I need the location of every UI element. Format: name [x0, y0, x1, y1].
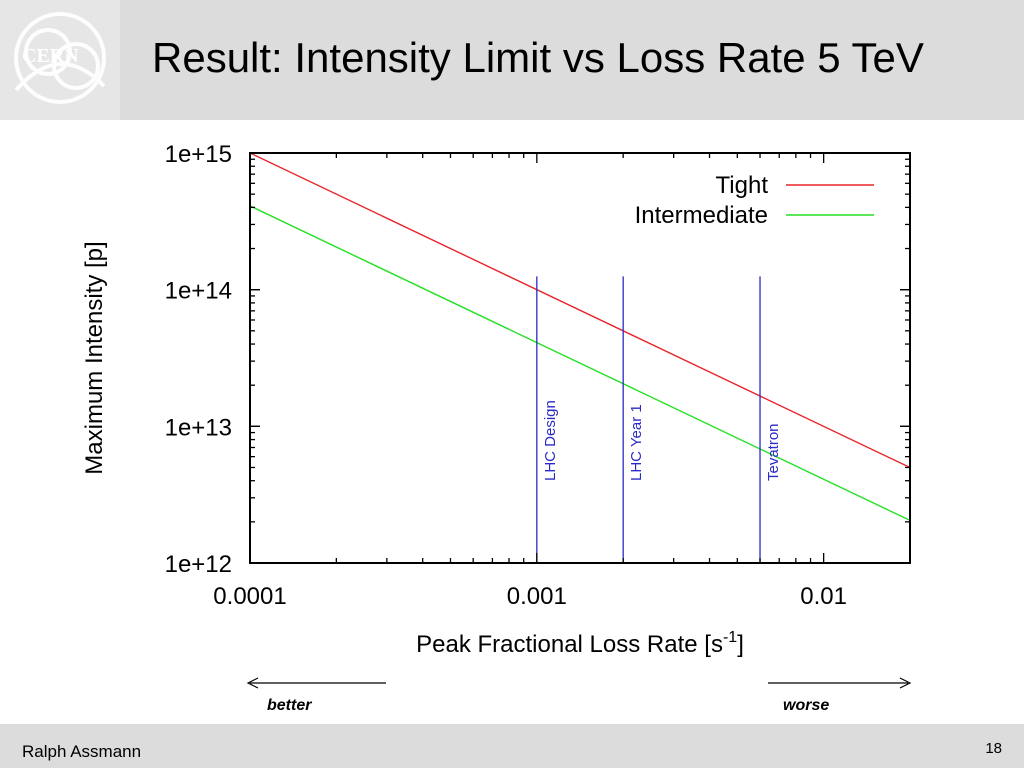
logo-text: CERN	[22, 45, 79, 67]
x-tick-label: 0.0001	[213, 583, 286, 610]
legend-label-intermediate: Intermediate	[635, 202, 768, 229]
author-name: Ralph Assmann	[22, 742, 142, 761]
cern-logo-icon: CERN	[14, 12, 106, 104]
vline-label-3: Tevatron	[765, 423, 782, 481]
slide-footer	[0, 724, 1024, 768]
slide-title: Result: Intensity Limit vs Loss Rate 5 T…	[152, 34, 924, 81]
series-line-intermediate	[249, 205, 911, 522]
page-number: 18	[985, 740, 1002, 757]
worse-label: worse	[783, 697, 830, 714]
worse-arrow-head	[899, 677, 912, 689]
better-label: better	[267, 697, 312, 714]
logo-area: CERN	[0, 0, 120, 120]
y-tick-label: 1e+14	[165, 278, 232, 305]
direction-arrows	[246, 677, 912, 689]
y-tick-label: 1e+15	[165, 141, 232, 168]
series-line-tight	[249, 152, 911, 469]
vline-label-1: LHC Design	[542, 400, 559, 481]
x-tick-label: 0.01	[800, 583, 847, 610]
legend-label-tight: Tight	[716, 172, 769, 199]
y-tick-label: 1e+13	[165, 414, 232, 441]
plot-frame	[249, 152, 911, 564]
y-tick-label: 1e+12	[165, 551, 232, 578]
y-axis-label: Maximum Intensity [p]	[81, 241, 108, 474]
vline-label-2: LHC Year 1	[628, 404, 645, 481]
better-arrow-head	[246, 677, 259, 689]
x-tick-label: 0.001	[507, 583, 567, 610]
slide-header	[0, 0, 1024, 120]
chart: LHC Design LHC Year 1 Tevatron 0.0001 0.001 0…	[81, 141, 911, 658]
x-axis-label: Peak Fractional Loss Rate [s-1]	[416, 629, 744, 658]
